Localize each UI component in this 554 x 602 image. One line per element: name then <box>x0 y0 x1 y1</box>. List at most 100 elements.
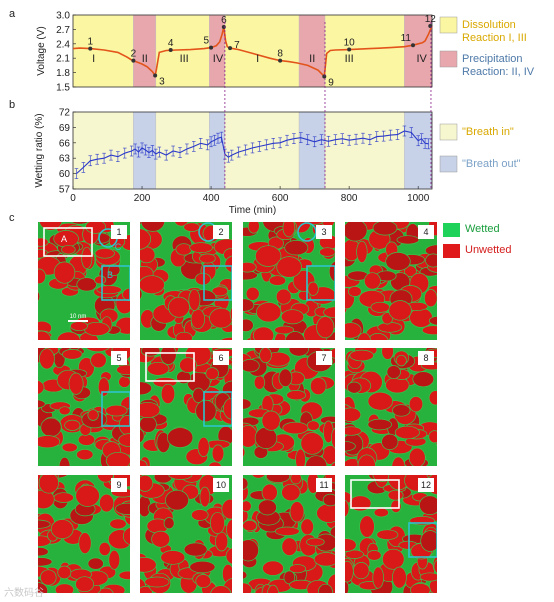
micrograph-image-12 <box>345 475 437 593</box>
micrograph-image-1: A C B 10 nm <box>38 222 130 340</box>
region-dissolution-6 <box>324 14 405 88</box>
legend-swatch-b-1 <box>439 155 458 173</box>
reaction-label-6: III <box>345 53 354 65</box>
region-marker <box>408 522 437 558</box>
state-point-4 <box>168 48 173 53</box>
region-marker <box>350 479 400 509</box>
xtick-label-2: 400 <box>203 193 220 204</box>
panel-letter-a: a <box>9 8 16 20</box>
legend-swatch-b-0 <box>439 123 458 141</box>
ytick-label-a-1: 1.8 <box>56 68 70 79</box>
micrograph-tile-3: 3 <box>243 222 335 340</box>
xtick-label-3: 600 <box>272 193 289 204</box>
reaction-label-7: IV <box>416 53 427 65</box>
micro-legend-swatch-0 <box>443 223 460 237</box>
tile-number: 10 <box>213 478 229 492</box>
tile-number: 6 <box>213 351 229 365</box>
state-point-8 <box>278 58 283 63</box>
micrograph-image-7 <box>243 348 335 466</box>
region-breath_in-0 <box>72 111 134 190</box>
micrograph-tile-11: 11 <box>243 475 335 593</box>
ytick-label-b-3: 66 <box>59 138 71 149</box>
micrograph-image-6 <box>140 348 232 466</box>
ytick-label-b-1: 60 <box>59 169 71 180</box>
region-breath_out-7 <box>404 111 433 190</box>
micro-legend-label-0: Wetted <box>465 223 500 235</box>
micrograph-tile-12: 12 <box>345 475 437 593</box>
micrograph-image-11 <box>243 475 335 593</box>
tile-number: 12 <box>418 478 434 492</box>
tile-number: 2 <box>213 225 229 239</box>
legend-text-b-1: "Breath out" <box>462 158 521 170</box>
tile-number: 4 <box>418 225 434 239</box>
plot-frame-a <box>72 14 433 88</box>
micrograph-image-3 <box>243 222 335 340</box>
region-marker <box>43 227 93 257</box>
region-breath_out-5 <box>298 111 326 190</box>
reaction-label-2: III <box>180 53 189 65</box>
region-label-C: C <box>115 242 122 252</box>
ytick-label-a-2: 2.1 <box>56 54 70 65</box>
tile-number: 7 <box>316 351 332 365</box>
tile-number: 8 <box>418 351 434 365</box>
state-label-1: 1 <box>87 37 93 48</box>
micrograph-tile-4: 4 <box>345 222 437 340</box>
micrograph-tile-7: 7 <box>243 348 335 466</box>
state-point-10 <box>347 47 352 52</box>
ytick-label-b-0: 57 <box>59 185 71 196</box>
plot-frame-b <box>72 111 433 190</box>
xtick-label-0: 0 <box>70 193 76 204</box>
ylabel-b: Wetting ratio (%) <box>34 113 45 187</box>
state-label-6: 6 <box>221 15 227 26</box>
legend-text-a-0: Dissolution <box>462 19 516 31</box>
micrograph-image-4 <box>345 222 437 340</box>
state-point-2 <box>131 58 136 63</box>
state-label-3: 3 <box>159 76 165 87</box>
ytick-label-b-5: 72 <box>59 108 71 119</box>
ylabel-a: Voltage (V) <box>36 26 47 75</box>
state-label-10: 10 <box>344 38 356 49</box>
region-precipitation-7 <box>404 14 433 88</box>
ytick-label-a-4: 2.7 <box>56 25 70 36</box>
region-marker <box>203 391 232 427</box>
state-point-9 <box>322 74 327 79</box>
tile-number: 11 <box>316 478 332 492</box>
micrograph-tile-2: 2 <box>140 222 232 340</box>
region-breath_in-4 <box>224 111 300 190</box>
xtick-label-4: 800 <box>341 193 358 204</box>
region-marker <box>145 352 195 382</box>
ytick-label-b-4: 69 <box>59 123 71 134</box>
legend-text-b-0: "Breath in" <box>462 126 514 138</box>
legend-text-a-1: Reaction: II, IV <box>462 66 535 78</box>
micrograph-tile-1: A C B 10 nm 1 <box>38 222 130 340</box>
region-label-A: A <box>61 234 67 244</box>
micrograph-tile-9: 9 <box>38 475 130 593</box>
tile-number: 3 <box>316 225 332 239</box>
ytick-label-a-5: 3.0 <box>56 11 70 22</box>
xlabel: Time (min) <box>229 205 276 216</box>
state-label-7: 7 <box>234 40 240 51</box>
tile-number: 5 <box>111 351 127 365</box>
micrograph-image-2 <box>140 222 232 340</box>
tile-number: 9 <box>111 478 127 492</box>
micro-legend-label-1: Unwetted <box>465 244 512 256</box>
micrograph-tile-5: 5 <box>38 348 130 466</box>
micrograph-tile-10: 10 <box>140 475 232 593</box>
legend-text-a-1: Precipitation <box>462 53 523 65</box>
region-marker <box>306 265 335 301</box>
region-marker <box>101 391 130 427</box>
state-label-9: 9 <box>328 77 334 88</box>
watermark: 六数码谷 <box>4 588 44 599</box>
reaction-label-4: I <box>256 53 259 65</box>
region-breath_in-6 <box>324 111 405 190</box>
ytick-label-a-3: 2.4 <box>56 39 70 50</box>
micrograph-tile-6: 6 <box>140 348 232 466</box>
region-label-B: B <box>107 270 113 280</box>
xtick-label-1: 200 <box>134 193 151 204</box>
state-point-5 <box>209 45 214 50</box>
legend-swatch-a-0 <box>439 16 458 34</box>
region-precipitation-5 <box>298 14 326 88</box>
state-label-4: 4 <box>168 38 174 49</box>
scale-bar-label: 10 nm <box>70 314 87 320</box>
